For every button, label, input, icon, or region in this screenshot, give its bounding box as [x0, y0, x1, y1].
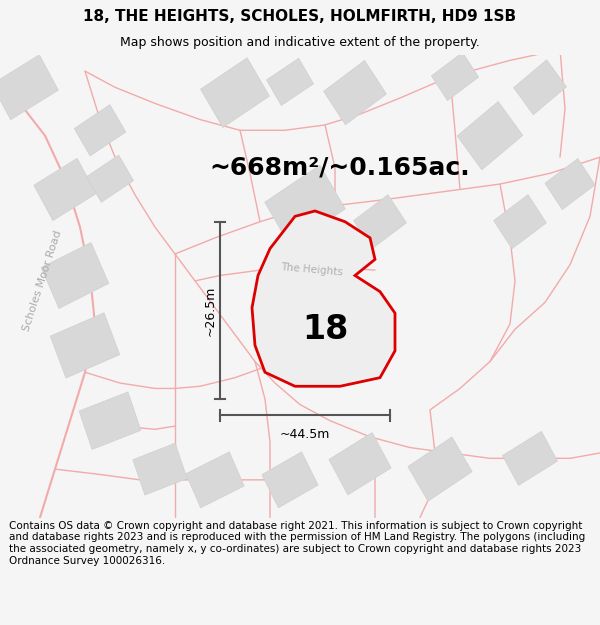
Polygon shape [514, 60, 566, 115]
Polygon shape [252, 211, 395, 386]
Polygon shape [323, 61, 386, 125]
Polygon shape [494, 194, 547, 249]
Polygon shape [0, 55, 58, 120]
Polygon shape [265, 165, 345, 246]
Text: Scholes Moor Road: Scholes Moor Road [21, 229, 63, 332]
Polygon shape [186, 452, 244, 508]
Text: ~26.5m: ~26.5m [203, 285, 217, 336]
Text: The Heights: The Heights [280, 262, 343, 278]
Polygon shape [74, 104, 126, 156]
Polygon shape [41, 242, 109, 309]
Polygon shape [457, 101, 523, 170]
Text: 18: 18 [302, 312, 348, 346]
Text: Contains OS data © Crown copyright and database right 2021. This information is : Contains OS data © Crown copyright and d… [9, 521, 585, 566]
Polygon shape [79, 392, 141, 449]
Polygon shape [408, 437, 472, 501]
Polygon shape [329, 432, 391, 495]
Text: 18, THE HEIGHTS, SCHOLES, HOLMFIRTH, HD9 1SB: 18, THE HEIGHTS, SCHOLES, HOLMFIRTH, HD9… [83, 9, 517, 24]
Polygon shape [503, 431, 557, 486]
Text: Map shows position and indicative extent of the property.: Map shows position and indicative extent… [120, 36, 480, 49]
Polygon shape [431, 52, 479, 101]
Polygon shape [545, 159, 595, 209]
Polygon shape [86, 155, 134, 202]
Polygon shape [34, 158, 96, 221]
Polygon shape [353, 194, 406, 249]
Text: ~44.5m: ~44.5m [280, 428, 330, 441]
Polygon shape [262, 452, 318, 508]
Text: ~668m²/~0.165ac.: ~668m²/~0.165ac. [209, 156, 470, 180]
Polygon shape [266, 58, 314, 106]
Polygon shape [50, 312, 120, 378]
Polygon shape [133, 443, 187, 495]
Polygon shape [200, 58, 269, 127]
